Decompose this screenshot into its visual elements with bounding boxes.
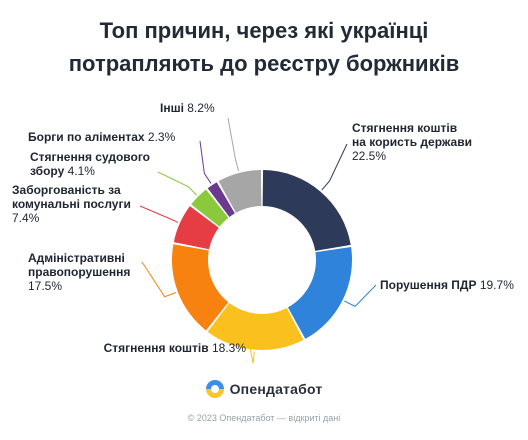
footer-copyright: © 2023 Опендатабот — відкриті дані xyxy=(187,413,341,423)
slice-value: 17.5% xyxy=(28,279,62,293)
slice-label-7: Інші 8.2% xyxy=(160,101,215,115)
slice-connector-6 xyxy=(199,140,212,184)
slice-label-1: Порушення ПДР 19.7% xyxy=(380,278,514,292)
slice-label-6: Борги по аліментах 2.3% xyxy=(28,130,176,144)
chart-title-line-1: Топ причин, через які українці xyxy=(99,18,429,43)
brand-logo: Опендатабот xyxy=(0,380,528,398)
slice-value: 8.2% xyxy=(184,101,215,115)
slice-label-line: Адміністративні xyxy=(28,251,125,265)
slice-label-0: Стягнення коштів на користь держави 22.5% xyxy=(352,121,472,163)
slice-label-4: Заборгованість за комунальні послуги 7.4% xyxy=(12,183,131,225)
slice-label-line: Порушення ПДР xyxy=(380,278,477,292)
slice-label-line: Борги по аліментах xyxy=(28,130,145,144)
slice-connector-3 xyxy=(141,261,177,298)
brand-name: Опендатабот xyxy=(229,381,323,397)
slice-label-line: комунальні послуги xyxy=(12,197,131,211)
donut-slice-2 xyxy=(207,303,304,351)
slice-value: 19.7% xyxy=(477,278,515,292)
donut-slice-0 xyxy=(262,170,351,251)
donut-slice-4 xyxy=(173,206,219,250)
slice-label-5: Стягнення судового збору 4.1% xyxy=(30,150,150,178)
donut-slice-7 xyxy=(218,170,262,213)
donut-slice-6 xyxy=(207,182,235,217)
slice-label-line: Заборгованість за xyxy=(12,183,121,197)
slice-label-line: збору xyxy=(30,164,65,178)
slice-connector-5 xyxy=(157,171,198,196)
chart-title-line-2: потрапляють до реєстру боржників xyxy=(68,51,460,76)
slice-label-line: Стягнення судового xyxy=(30,150,150,164)
slice-connector-4 xyxy=(139,205,179,223)
slice-value: 7.4% xyxy=(12,211,40,225)
slice-label-line: Стягнення коштів xyxy=(352,121,457,135)
slice-label-line: Інші xyxy=(160,101,184,115)
slice-label-line: Стягнення коштів xyxy=(104,341,209,355)
donut-slice-3 xyxy=(172,244,229,331)
slice-value: 4.1% xyxy=(64,164,95,178)
slice-label-line: правопорушення xyxy=(28,265,130,279)
slice-value: 22.5% xyxy=(352,149,386,163)
slice-connector-7 xyxy=(227,117,240,172)
slice-connector-2 xyxy=(249,347,255,364)
opendatabot-logo-icon xyxy=(205,380,224,398)
slice-connector-1 xyxy=(344,284,377,307)
donut-slice-5 xyxy=(191,189,229,227)
slice-connector-0 xyxy=(321,143,348,191)
chart-title: Топ причин, через які українці потрапляю… xyxy=(0,14,528,80)
slice-label-line: на користь держави xyxy=(352,135,472,149)
slice-label-2: Стягнення коштів 18.3% xyxy=(104,341,247,355)
slice-value: 2.3% xyxy=(145,130,176,144)
slice-label-3: Адміністративні правопорушення 17.5% xyxy=(28,251,130,293)
donut-slice-1 xyxy=(287,246,352,339)
slice-value: 18.3% xyxy=(209,341,247,355)
